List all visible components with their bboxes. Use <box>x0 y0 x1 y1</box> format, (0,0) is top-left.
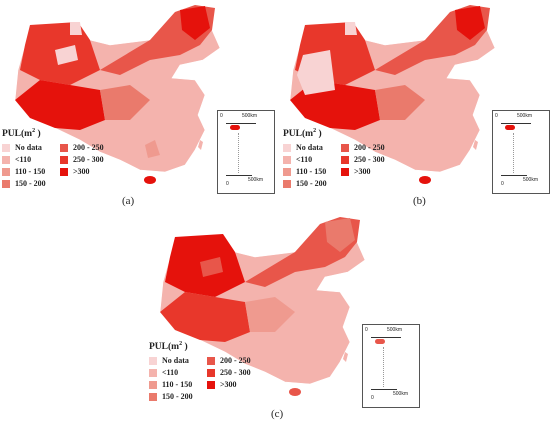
legend-item-150-200: 150 - 200 <box>149 392 193 401</box>
legend-item-200-250: 200 - 250 <box>341 143 385 152</box>
map-panel-a: PUL(m2 ) No data <110 110 - 150 150 - 20… <box>0 0 275 210</box>
legend-item-150-200: 150 - 200 <box>2 179 46 188</box>
legend-item-no-data: No data <box>2 143 42 152</box>
legend-title: PUL(m2 ) <box>2 128 41 140</box>
inset-map-c: 0 500km 500km 0 <box>362 324 420 408</box>
map-panel-b: PUL(m2 ) No data <110 110 - 150 150 - 20… <box>275 0 550 210</box>
caption-b: (b) <box>413 195 426 207</box>
legend-item-110-150: 110 - 150 <box>149 380 192 389</box>
legend-item-200-250: 200 - 250 <box>207 356 251 365</box>
china-map-c <box>159 216 366 396</box>
legend-item-lt110: <110 <box>283 155 312 164</box>
legend-item-250-300: 250 - 300 <box>207 368 251 377</box>
legend-item-gt300: >300 <box>341 167 371 176</box>
legend-item-lt110: <110 <box>149 368 178 377</box>
legend-item-250-300: 250 - 300 <box>341 155 385 164</box>
legend-item-110-150: 110 - 150 <box>283 167 326 176</box>
legend-item-150-200: 150 - 200 <box>283 179 327 188</box>
legend-a: PUL(m2 ) No data <110 110 - 150 150 - 20… <box>0 128 120 190</box>
legend-item-250-300: 250 - 300 <box>60 155 104 164</box>
legend-b: PUL(m2 ) No data <110 110 - 150 150 - 20… <box>281 128 401 190</box>
legend-item-110-150: 110 - 150 <box>2 167 45 176</box>
legend-item-gt300: >300 <box>60 167 90 176</box>
inset-map-a: 0 500km 500km 0 <box>217 110 275 194</box>
legend-item-lt110: <110 <box>2 155 31 164</box>
caption-a: (a) <box>122 195 135 207</box>
legend-title: PUL(m2 ) <box>149 341 188 353</box>
inset-map-b: 0 500km 500km 0 <box>492 110 550 194</box>
china-map-b <box>289 4 496 184</box>
legend-item-gt300: >300 <box>207 380 237 389</box>
legend-c: PUL(m2 ) No data <110 110 - 150 150 - 20… <box>147 341 267 403</box>
china-map-a <box>14 4 221 184</box>
legend-item-no-data: No data <box>149 356 189 365</box>
legend-item-200-250: 200 - 250 <box>60 143 104 152</box>
caption-c: (c) <box>271 408 284 420</box>
legend-title: PUL(m2 ) <box>283 128 322 140</box>
map-panel-c: PUL(m2 ) No data <110 110 - 150 150 - 20… <box>145 212 420 423</box>
legend-item-no-data: No data <box>283 143 323 152</box>
